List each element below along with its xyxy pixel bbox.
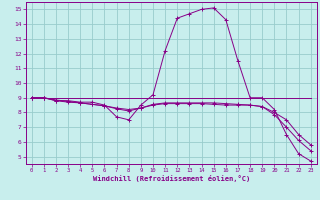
X-axis label: Windchill (Refroidissement éolien,°C): Windchill (Refroidissement éolien,°C) bbox=[92, 175, 250, 182]
